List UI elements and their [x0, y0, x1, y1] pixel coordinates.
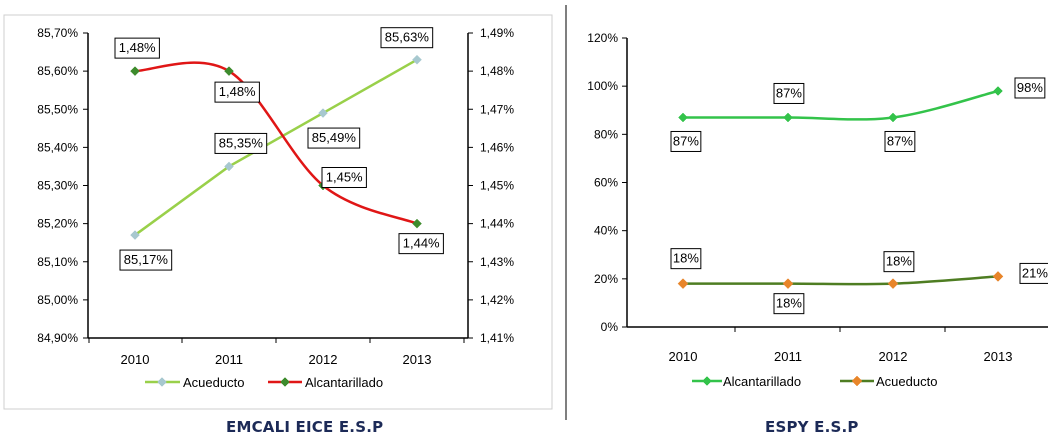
alcantarillado-data-label-box	[214, 81, 260, 103]
acueducto-data-label-box	[380, 27, 434, 49]
alcantarillado-data-label-box	[773, 82, 805, 104]
x-tick-label: 2013	[403, 352, 432, 367]
right-tick-label: 1,44%	[480, 217, 514, 231]
x-tick-label: 2010	[121, 352, 150, 367]
legend-alcantarillado-label: Alcantarillado	[305, 375, 383, 390]
acueducto-data-label-box	[119, 249, 173, 271]
left-tick-label: 85,40%	[37, 140, 78, 154]
right-tick-label: 1,42%	[480, 293, 514, 307]
alcantarillado-marker	[783, 112, 793, 123]
alcantarillado-data-label-box	[1014, 77, 1046, 99]
y-tick-label: 40%	[594, 224, 618, 238]
alcantarillado-marker	[993, 86, 1003, 96]
acueducto-data-label-box	[307, 127, 361, 149]
acueducto-data-label: 18%	[776, 296, 802, 311]
legend-acueducto-marker	[851, 375, 863, 387]
alcantarillado-marker	[130, 66, 140, 76]
right-tick-label: 1,49%	[480, 26, 514, 40]
emcali-chart: 84,90% 85,00% 85,10% 85,20% 85,30% 85,40% 85,5…	[3, 14, 553, 410]
acueducto-data-label-box	[1019, 262, 1048, 284]
legend-acueducto-marker	[157, 377, 167, 387]
legend-alcantarillado-marker	[702, 376, 712, 386]
alcantarillado-marker	[678, 112, 688, 123]
acueducto-marker	[992, 271, 1004, 282]
right-tick-label: 1,48%	[480, 64, 514, 78]
x-tick-label: 2012	[879, 349, 908, 364]
alcantarillado-data-label-box	[114, 37, 160, 59]
alcantarillado-data-label: 1,45%	[326, 170, 363, 185]
left-tick-label: 85,00%	[37, 293, 78, 307]
right-tick-label: 1,41%	[480, 331, 514, 345]
acueducto-marker	[887, 278, 899, 290]
acueducto-data-label: 18%	[886, 254, 912, 269]
acueducto-data-label-box	[214, 132, 268, 154]
alcantarillado-data-label: 1,48%	[219, 84, 256, 99]
acueducto-data-label: 18%	[673, 251, 699, 266]
alcantarillado-data-label: 1,44%	[403, 236, 440, 251]
alcantarillado-data-label: 1,48%	[119, 40, 156, 55]
legend-acueducto-label: Acueducto	[876, 374, 937, 389]
acueducto-marker	[130, 230, 140, 240]
x-tick-label: 2013	[984, 349, 1013, 364]
legend-acueducto-label: Acueducto	[183, 375, 244, 390]
alcantarillado-data-label-box	[884, 130, 916, 152]
alcantarillado-marker	[412, 218, 422, 229]
right-tick-label: 1,46%	[480, 140, 514, 154]
y-tick-label: 100%	[587, 79, 618, 93]
acueducto-data-label: 85,63%	[385, 30, 430, 45]
alcantarillado-data-label: 87%	[673, 133, 699, 148]
acueducto-line	[134, 58, 418, 237]
legend-alcantarillado-marker	[280, 377, 290, 387]
left-tick-label: 85,70%	[37, 26, 78, 40]
acueducto-marker	[224, 161, 234, 172]
x-tick-label: 2011	[215, 352, 243, 367]
right-tick-label: 1,45%	[480, 179, 514, 193]
left-tick-label: 85,10%	[37, 255, 78, 269]
left-tick-label: 85,60%	[37, 64, 78, 78]
emcali-frame	[3, 14, 553, 410]
acueducto-data-label: 85,17%	[124, 252, 169, 267]
alcantarillado-data-label-box	[398, 233, 444, 255]
acueducto-data-label: 21%	[1022, 265, 1048, 280]
x-tick-label: 2012	[309, 352, 338, 367]
acueducto-data-label: 85,49%	[312, 130, 357, 145]
left-tick-label: 85,30%	[37, 179, 78, 193]
left-tick-label: 84,90%	[37, 331, 78, 345]
y-tick-label: 20%	[594, 272, 618, 286]
acueducto-line	[682, 275, 999, 286]
alcantarillado-line	[682, 89, 999, 121]
alcantarillado-line	[134, 61, 418, 225]
acueducto-data-label-box	[883, 251, 915, 273]
acueducto-marker	[782, 278, 794, 290]
alcantarillado-data-label-box	[670, 130, 702, 152]
alcantarillado-marker	[224, 66, 234, 76]
alcantarillado-marker	[888, 112, 898, 123]
left-tick-label: 85,50%	[37, 102, 78, 116]
acueducto-data-label-box	[670, 248, 702, 270]
alcantarillado-data-label: 98%	[1017, 80, 1043, 95]
left-tick-label: 85,20%	[37, 217, 78, 231]
y-tick-label: 0%	[601, 320, 619, 334]
alcantarillado-data-label: 87%	[887, 133, 913, 148]
acueducto-marker	[677, 278, 689, 290]
espy-caption: ESPY E.S.P	[765, 418, 859, 436]
legend-alcantarillado-label: Alcantarillado	[723, 374, 801, 389]
acueducto-marker	[318, 108, 328, 118]
y-tick-label: 80%	[594, 127, 618, 141]
alcantarillado-data-label-box	[321, 167, 367, 188]
y-tick-label: 60%	[594, 176, 618, 190]
x-tick-label: 2010	[669, 349, 698, 364]
x-tick-label: 2011	[774, 349, 802, 364]
right-tick-label: 1,43%	[480, 255, 514, 269]
acueducto-data-label: 85,35%	[219, 135, 264, 150]
emcali-caption: EMCALI EICE E.S.P	[226, 418, 384, 436]
espy-chart: 0% 20% 40% 60% 80% 100% 120% 2010 2011 2012 2013 87…	[587, 31, 1048, 389]
alcantarillado-data-label: 87%	[776, 85, 802, 100]
acueducto-marker	[412, 54, 422, 65]
y-tick-label: 120%	[587, 31, 618, 45]
acueducto-data-label-box	[773, 293, 805, 315]
right-tick-label: 1,47%	[480, 102, 514, 116]
